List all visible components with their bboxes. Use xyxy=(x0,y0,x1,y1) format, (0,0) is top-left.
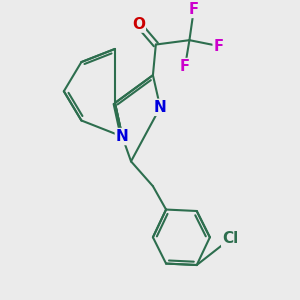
Text: Cl: Cl xyxy=(222,231,239,246)
Text: F: F xyxy=(180,59,190,74)
Text: F: F xyxy=(214,38,224,53)
Text: F: F xyxy=(189,2,199,17)
Text: N: N xyxy=(154,100,167,115)
Text: N: N xyxy=(116,129,129,144)
Text: O: O xyxy=(132,16,145,32)
